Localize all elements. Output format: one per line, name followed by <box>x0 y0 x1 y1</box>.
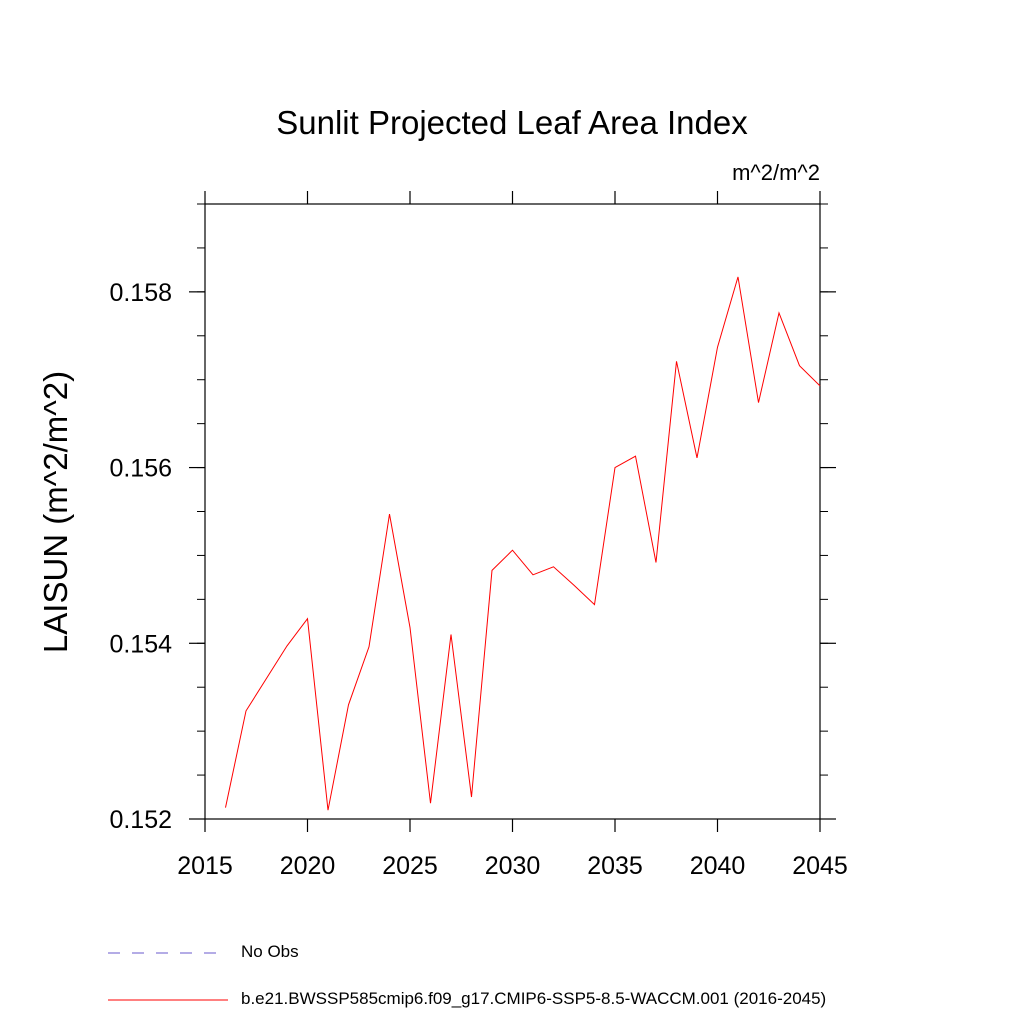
series-layer <box>225 276 821 811</box>
y-tick-label: 0.154 <box>109 630 172 658</box>
plot-frame <box>204 203 821 820</box>
x-tick-label: 2020 <box>280 852 336 880</box>
x-tick-label: 2035 <box>587 852 643 880</box>
legend-label-no-obs: No Obs <box>241 942 299 961</box>
x-tick-label: 2025 <box>382 852 438 880</box>
series-line <box>225 276 821 811</box>
x-tick-label: 2015 <box>177 852 233 880</box>
x-tick-label: 2045 <box>792 852 848 880</box>
axis-tick-labels: 2015 2020 2025 2030 2035 2040 2045 0.152 0.154 0.… <box>109 279 847 880</box>
chart-title: Sunlit Projected Leaf Area Index <box>276 104 748 141</box>
y-tick-label: 0.158 <box>109 279 172 307</box>
y-axis-label: LAISUN (m^2/m^2) <box>37 370 74 654</box>
x-tick-label: 2040 <box>690 852 746 880</box>
legend-label-model: b.e21.BWSSP585cmip6.f09_g17.CMIP6-SSP5-8… <box>241 989 827 1008</box>
y-tick-label: 0.152 <box>109 806 172 834</box>
axis-ticks <box>189 191 836 832</box>
x-tick-label: 2030 <box>485 852 541 880</box>
y-tick-label: 0.156 <box>109 455 172 483</box>
units-label: m^2/m^2 <box>732 160 820 185</box>
